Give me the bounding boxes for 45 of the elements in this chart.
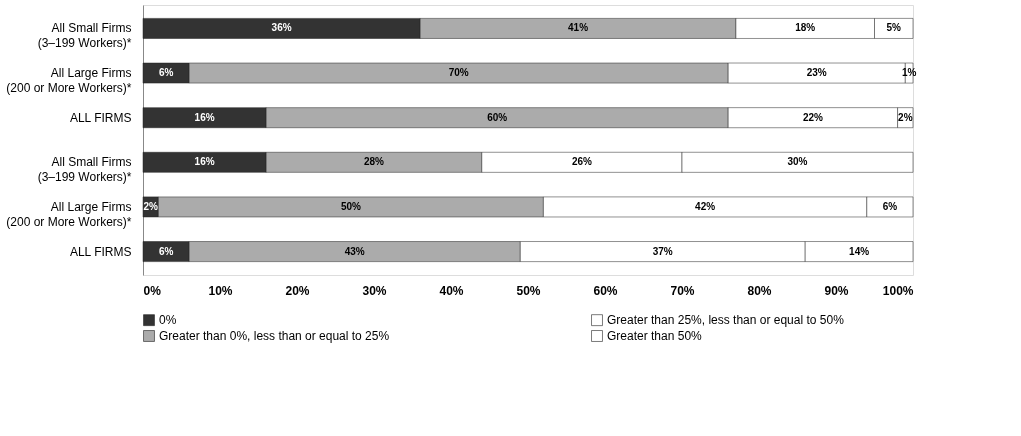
x-tick-label: 0% [143, 283, 162, 298]
y-tick-label: All Small Firms (3–199 Workers)* [37, 21, 132, 51]
data-label: 36% [271, 22, 292, 34]
x-tick-label: 60% [593, 283, 618, 298]
legend-label: 0% [159, 313, 177, 328]
y-tick-label: ALL FIRMS [69, 110, 132, 125]
x-tick-label: 70% [670, 283, 695, 298]
x-tick-label: 90% [824, 283, 849, 298]
data-label: 2% [898, 111, 913, 123]
data-label: 6% [158, 245, 174, 257]
x-tick-label: 80% [747, 283, 772, 298]
x-tick-label: 20% [285, 283, 310, 298]
x-tick-label: 10% [208, 283, 233, 298]
data-label: 5% [886, 22, 902, 34]
data-label: 16% [194, 111, 215, 123]
y-tick-label: All Large Firms (200 or More Workers)* [6, 199, 132, 229]
data-label: 6% [158, 67, 174, 79]
data-label: 70% [448, 67, 469, 79]
y-tick-label: All Small Firms (3–199 Workers)* [37, 155, 132, 185]
data-label: 37% [652, 245, 673, 257]
data-label: 22% [802, 111, 824, 123]
data-label: 26% [571, 156, 593, 168]
data-label: 42% [695, 200, 716, 212]
x-tick-label: 40% [439, 283, 464, 298]
data-label: 60% [487, 111, 508, 123]
data-label: 30% [787, 156, 808, 168]
data-label: 23% [806, 67, 827, 79]
x-tick-label: 30% [362, 283, 387, 298]
legend-label: Greater than 0%, less than or equal to 25% [159, 329, 390, 343]
data-label: 43% [344, 245, 365, 257]
y-tick-label: All Large Firms (200 or More Workers)* [6, 66, 132, 96]
data-label: 28% [363, 156, 385, 168]
data-label: 18% [795, 22, 816, 34]
data-label: 41% [568, 22, 589, 34]
data-label: 14% [849, 245, 870, 257]
data-label: 50% [340, 200, 362, 212]
data-label: 6% [882, 200, 898, 212]
data-label: 1% [901, 67, 917, 79]
y-tick-label: ALL FIRMS [69, 244, 132, 259]
data-label: 2% [143, 200, 159, 212]
legend-label: Greater than 50% [607, 329, 703, 343]
data-label: 16% [194, 156, 215, 168]
legend-label: Greater than 25%, less than or equal to 50% [607, 313, 845, 328]
x-tick-label: 50% [516, 283, 541, 298]
x-tick-label: 100% [882, 283, 914, 298]
